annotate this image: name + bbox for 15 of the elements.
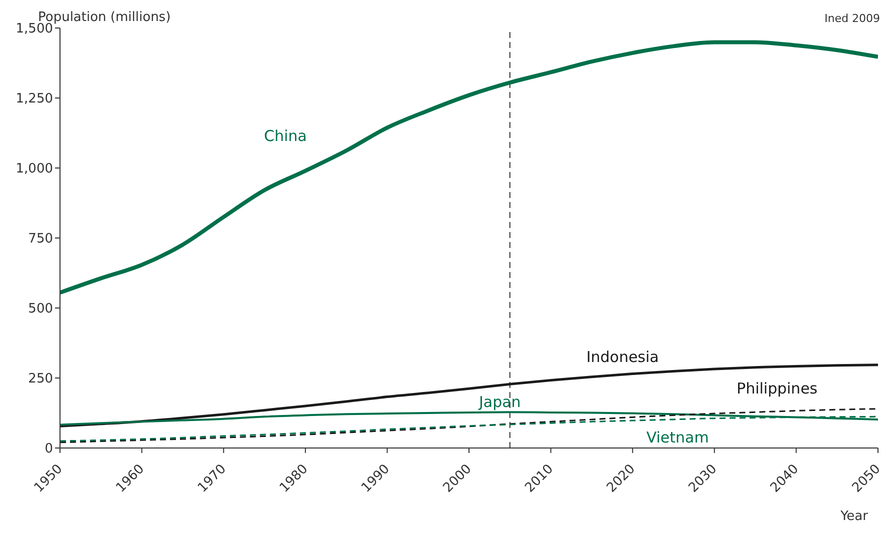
- series-label: China: [264, 126, 307, 145]
- y-tick-label: 750: [28, 232, 53, 247]
- x-axis-title: Year: [840, 509, 868, 524]
- series-label: Philippines: [736, 380, 818, 398]
- y-tick-label: 0: [44, 442, 53, 457]
- series-label: Japan: [478, 393, 521, 412]
- text: Ined 2009: [824, 12, 880, 25]
- series-label: Indonesia: [586, 348, 659, 366]
- y-tick-label: 500: [28, 302, 53, 317]
- series-label: Vietnam: [646, 428, 709, 447]
- y-tick-label: 250: [28, 372, 53, 387]
- y-tick-label: 1,000: [16, 162, 53, 177]
- y-tick-label: 1,250: [16, 92, 53, 107]
- line-series: [60, 40, 878, 295]
- line-series: [60, 364, 878, 428]
